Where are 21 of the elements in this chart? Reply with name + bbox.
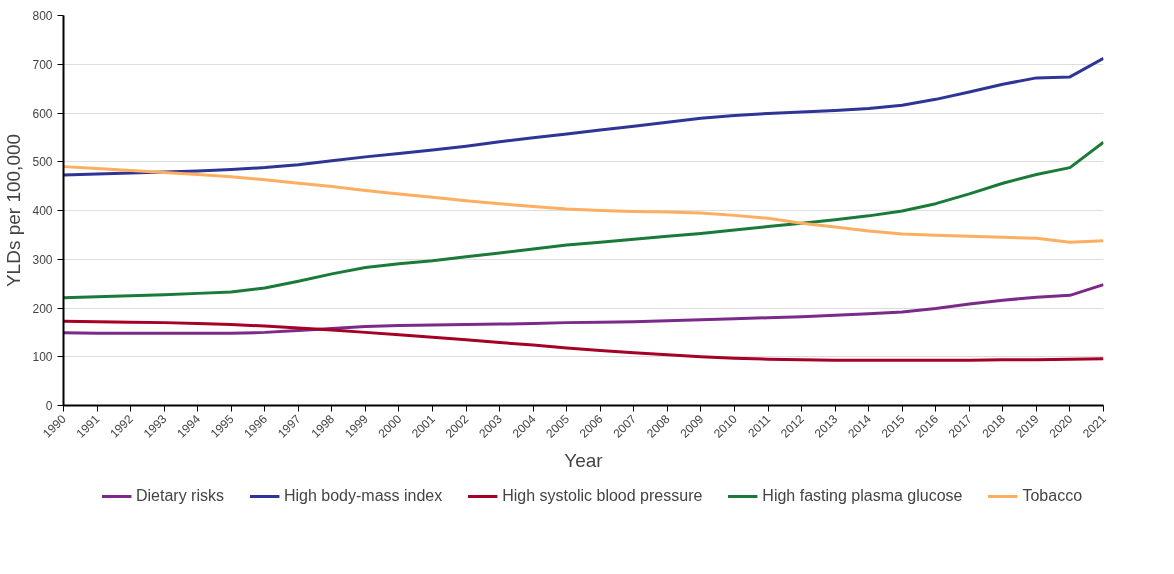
y-tick-label: 500: [32, 155, 53, 170]
line-series: [63, 165, 1104, 244]
line-series: [63, 140, 1104, 300]
x-axis-title: Year: [564, 449, 604, 471]
line-series: [63, 283, 1104, 335]
line-series: [63, 56, 1104, 177]
legend-label: Tobacco: [1022, 486, 1083, 505]
y-tick-label: 100: [32, 350, 53, 365]
y-tick-label: 800: [32, 9, 53, 23]
y-tick-label: 200: [32, 301, 53, 316]
y-tick-label: 0: [45, 399, 53, 413]
y-axis-title: YLDs per 100,000: [3, 133, 25, 288]
legend-label: Dietary risks: [135, 486, 224, 505]
line-series: [63, 319, 1104, 362]
y-tick-label: 600: [32, 106, 53, 121]
y-tick-label: 700: [32, 57, 53, 72]
y-tick-label: 300: [32, 252, 53, 267]
legend-label: High fasting plasma glucose: [762, 486, 963, 505]
legend-label: High body-mass index: [283, 486, 443, 505]
legend-label: High systolic blood pressure: [502, 486, 703, 505]
y-tick-label: 400: [32, 204, 53, 218]
